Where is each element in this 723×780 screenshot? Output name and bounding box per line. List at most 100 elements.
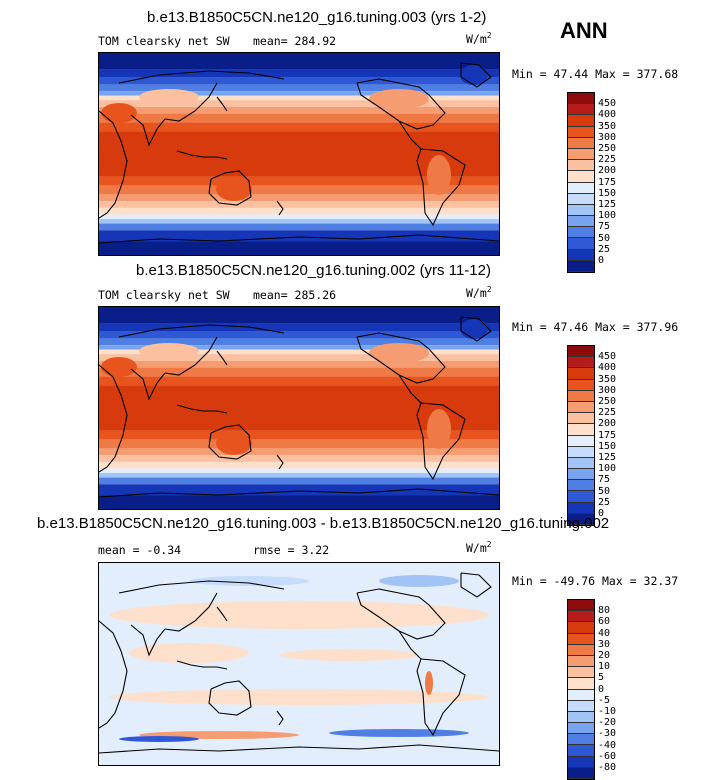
- panel1-colorbar: 450 400 350 300 250 225 200 175 150 125 100 75 50 25 0: [567, 92, 616, 273]
- colorbar-tick-label: 30: [598, 638, 611, 650]
- colorbar-swatch: [568, 93, 594, 105]
- coastline: [164, 592, 218, 632]
- coastline: [130, 624, 166, 657]
- coastline: [176, 150, 228, 160]
- coastline: [99, 488, 499, 498]
- colorbar-swatch: [568, 413, 594, 425]
- panel2-map: [98, 306, 500, 510]
- contour-band: [99, 77, 499, 85]
- colorbar-swatch: [568, 357, 594, 369]
- land-australia-patch: [216, 431, 252, 455]
- colorbar-tick-label: 5: [598, 672, 605, 684]
- colorbar-swatch: [568, 182, 594, 194]
- colorbar-swatch: [568, 446, 594, 458]
- contour-band: [99, 201, 499, 208]
- coastline: [398, 630, 422, 660]
- colorbar-tick-label: 100: [598, 210, 617, 222]
- contour-band: [99, 468, 499, 474]
- contour-band: [99, 430, 499, 440]
- colorbar-swatch: [568, 104, 594, 116]
- diff-patch-indian: [129, 643, 249, 663]
- colorbar-tick-label: -30: [598, 728, 617, 740]
- coastline: [99, 620, 128, 729]
- coastline: [356, 332, 446, 384]
- diff-patch-pacific: [279, 649, 419, 661]
- colorbar-tick-label: 350: [598, 120, 617, 132]
- colorbar-swatch: [568, 379, 594, 391]
- contour-band: [99, 360, 499, 368]
- colorbar-swatch: [568, 469, 594, 481]
- coastline: [276, 454, 284, 470]
- colorbar-swatch: [568, 502, 594, 514]
- panel2-title: b.e13.B1850C5CN.ne120_g16.tuning.002 (yr…: [136, 262, 491, 279]
- land-asia-patch: [139, 89, 199, 105]
- colorbar-swatch: [568, 204, 594, 217]
- colorbar-swatch: [568, 655, 594, 668]
- colorbar-tick-label: 250: [598, 143, 617, 154]
- panel3-minmax: Min = -49.76 Max = 32.37: [512, 574, 679, 588]
- panel3-title: b.e13.B1850C5CN.ne120_g16.tuning.003 - b…: [37, 515, 610, 532]
- colorbar-swatch: [568, 678, 594, 690]
- panel2-variable: TOM clearsky net SW: [98, 288, 230, 302]
- colorbar-tick-label: 0: [598, 255, 605, 266]
- panel3-units-sup: 2: [486, 540, 492, 549]
- coastline: [164, 336, 218, 376]
- colorbar-swatch: [568, 148, 594, 161]
- coastline: [176, 660, 228, 670]
- contour-band: [99, 176, 499, 186]
- panel1-title: b.e13.B1850C5CN.ne120_g16.tuning.003 (yr…: [147, 9, 487, 26]
- colorbar-tick-label: -10: [598, 706, 617, 717]
- land-asia-patch: [139, 343, 199, 359]
- season-label: ANN: [560, 18, 608, 43]
- coastline: [398, 374, 422, 404]
- colorbar-tick-label: 400: [598, 362, 617, 374]
- colorbar-tick-label: 10: [598, 661, 611, 673]
- colorbar-swatch: [568, 401, 594, 414]
- colorbar-tick-label: 150: [598, 440, 617, 452]
- contour-band: [99, 354, 499, 361]
- contour-band: [99, 349, 499, 355]
- coastline: [460, 572, 492, 598]
- colorbar-swatch: [568, 435, 594, 447]
- panel1-map-svg: [99, 53, 499, 255]
- coastline: [99, 110, 128, 219]
- colorbar-tick-label: -5: [598, 694, 611, 706]
- colorbar-tick-label: 50: [598, 232, 611, 244]
- contour-band: [99, 367, 499, 377]
- contour-band: [99, 323, 499, 332]
- colorbar-swatch: [568, 216, 594, 228]
- panel2-units-text: W/m: [466, 285, 487, 300]
- colorbar-tick-label: 125: [598, 452, 617, 463]
- colorbar-swatch: [568, 238, 594, 250]
- colorbar-swatch: [568, 368, 594, 380]
- colorbar-swatch: [568, 711, 594, 724]
- contour-band: [99, 477, 499, 485]
- coastline: [208, 680, 252, 716]
- panel1-mean: mean= 284.92: [253, 34, 337, 48]
- colorbar-swatch: [568, 633, 594, 645]
- diff-patch-southern-ocean-2: [329, 729, 469, 737]
- coastline: [99, 744, 499, 754]
- contour-band: [99, 439, 499, 449]
- colorbar-tick-label: 400: [598, 109, 617, 121]
- colorbar-swatch: [568, 249, 594, 261]
- colorbar-tick-label: 450: [598, 351, 617, 363]
- contour-band: [99, 207, 499, 215]
- colorbar-swatch: [568, 513, 594, 525]
- contour-band: [99, 69, 499, 78]
- coastline: [398, 120, 422, 150]
- panel2-map-svg: [99, 307, 499, 509]
- diff-patch-arctic: [189, 576, 309, 586]
- colorbar-swatch: [568, 480, 594, 492]
- contour-band: [99, 473, 499, 478]
- panel2-units: W/m2: [466, 285, 492, 300]
- colorbar-swatch: [568, 227, 594, 239]
- colorbar-tick-label: 75: [598, 474, 611, 486]
- coastline: [416, 402, 466, 481]
- colorbar-tick-label: 25: [598, 496, 611, 508]
- colorbar-swatch: [568, 745, 594, 757]
- colorbar-tick-label: 225: [598, 154, 617, 166]
- colorbar-tick-label: 80: [598, 605, 611, 617]
- panel1-variable: TOM clearsky net SW: [98, 34, 230, 48]
- colorbar-tick-label: -20: [598, 717, 617, 729]
